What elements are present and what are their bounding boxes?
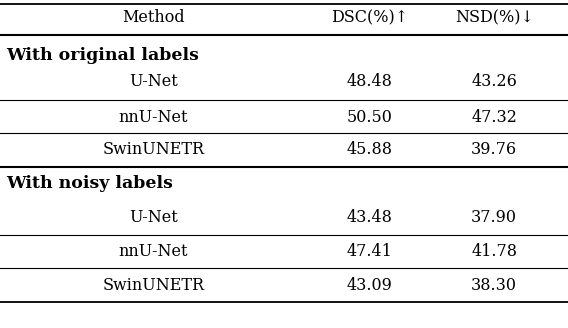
Text: 43.26: 43.26 xyxy=(471,73,517,91)
Text: nnU-Net: nnU-Net xyxy=(119,243,188,260)
Text: 37.90: 37.90 xyxy=(471,210,517,227)
Text: 41.78: 41.78 xyxy=(471,243,517,260)
Text: 45.88: 45.88 xyxy=(346,141,392,158)
Text: 38.30: 38.30 xyxy=(471,277,517,294)
Text: 48.48: 48.48 xyxy=(346,73,392,91)
Text: U-Net: U-Net xyxy=(129,73,178,91)
Text: Method: Method xyxy=(122,10,185,27)
Text: SwinUNETR: SwinUNETR xyxy=(102,141,204,158)
Text: With noisy labels: With noisy labels xyxy=(6,174,173,192)
Text: nnU-Net: nnU-Net xyxy=(119,109,188,126)
Text: 47.41: 47.41 xyxy=(346,243,392,260)
Text: DSC(%)↑: DSC(%)↑ xyxy=(331,10,408,27)
Text: 43.48: 43.48 xyxy=(346,210,392,227)
Text: 50.50: 50.50 xyxy=(346,109,392,126)
Text: U-Net: U-Net xyxy=(129,210,178,227)
Text: 39.76: 39.76 xyxy=(471,141,517,158)
Text: NSD(%)↓: NSD(%)↓ xyxy=(455,10,533,27)
Text: With original labels: With original labels xyxy=(6,47,199,64)
Text: 43.09: 43.09 xyxy=(346,277,392,294)
Text: 47.32: 47.32 xyxy=(471,109,517,126)
Text: SwinUNETR: SwinUNETR xyxy=(102,277,204,294)
